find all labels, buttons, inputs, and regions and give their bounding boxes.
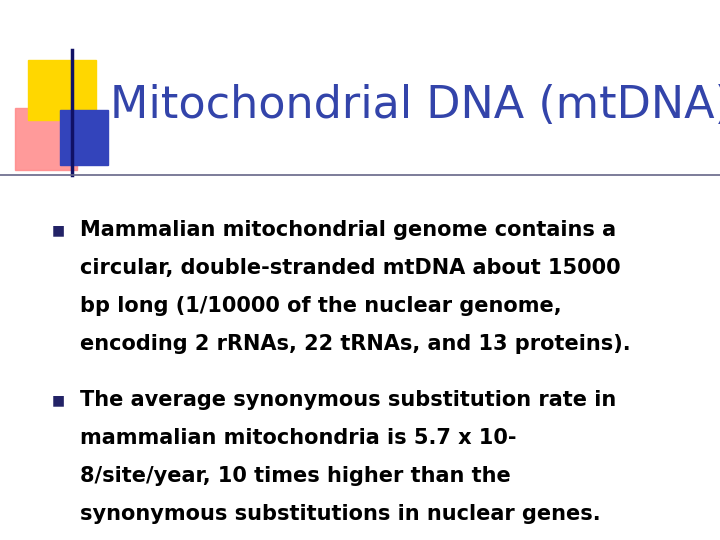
Text: synonymous substitutions in nuclear genes.: synonymous substitutions in nuclear gene… (80, 504, 600, 524)
Text: circular, double-stranded mtDNA about 15000: circular, double-stranded mtDNA about 15… (80, 258, 621, 278)
Text: Mitochondrial DNA (mtDNA): Mitochondrial DNA (mtDNA) (110, 84, 720, 126)
Text: encoding 2 rRNAs, 22 tRNAs, and 13 proteins).: encoding 2 rRNAs, 22 tRNAs, and 13 prote… (80, 334, 631, 354)
Bar (60, 110, 108, 165)
Text: ■: ■ (51, 223, 65, 237)
Bar (15, 108, 77, 170)
Text: 8/site/year, 10 times higher than the: 8/site/year, 10 times higher than the (80, 466, 510, 486)
Text: mammalian mitochondria is 5.7 x 10-: mammalian mitochondria is 5.7 x 10- (80, 428, 516, 448)
Text: The average synonymous substitution rate in: The average synonymous substitution rate… (80, 390, 616, 410)
Text: Mammalian mitochondrial genome contains a: Mammalian mitochondrial genome contains … (80, 220, 616, 240)
Text: ■: ■ (51, 393, 65, 407)
Bar (28, 60, 96, 120)
Text: bp long (1/10000 of the nuclear genome,: bp long (1/10000 of the nuclear genome, (80, 296, 562, 316)
